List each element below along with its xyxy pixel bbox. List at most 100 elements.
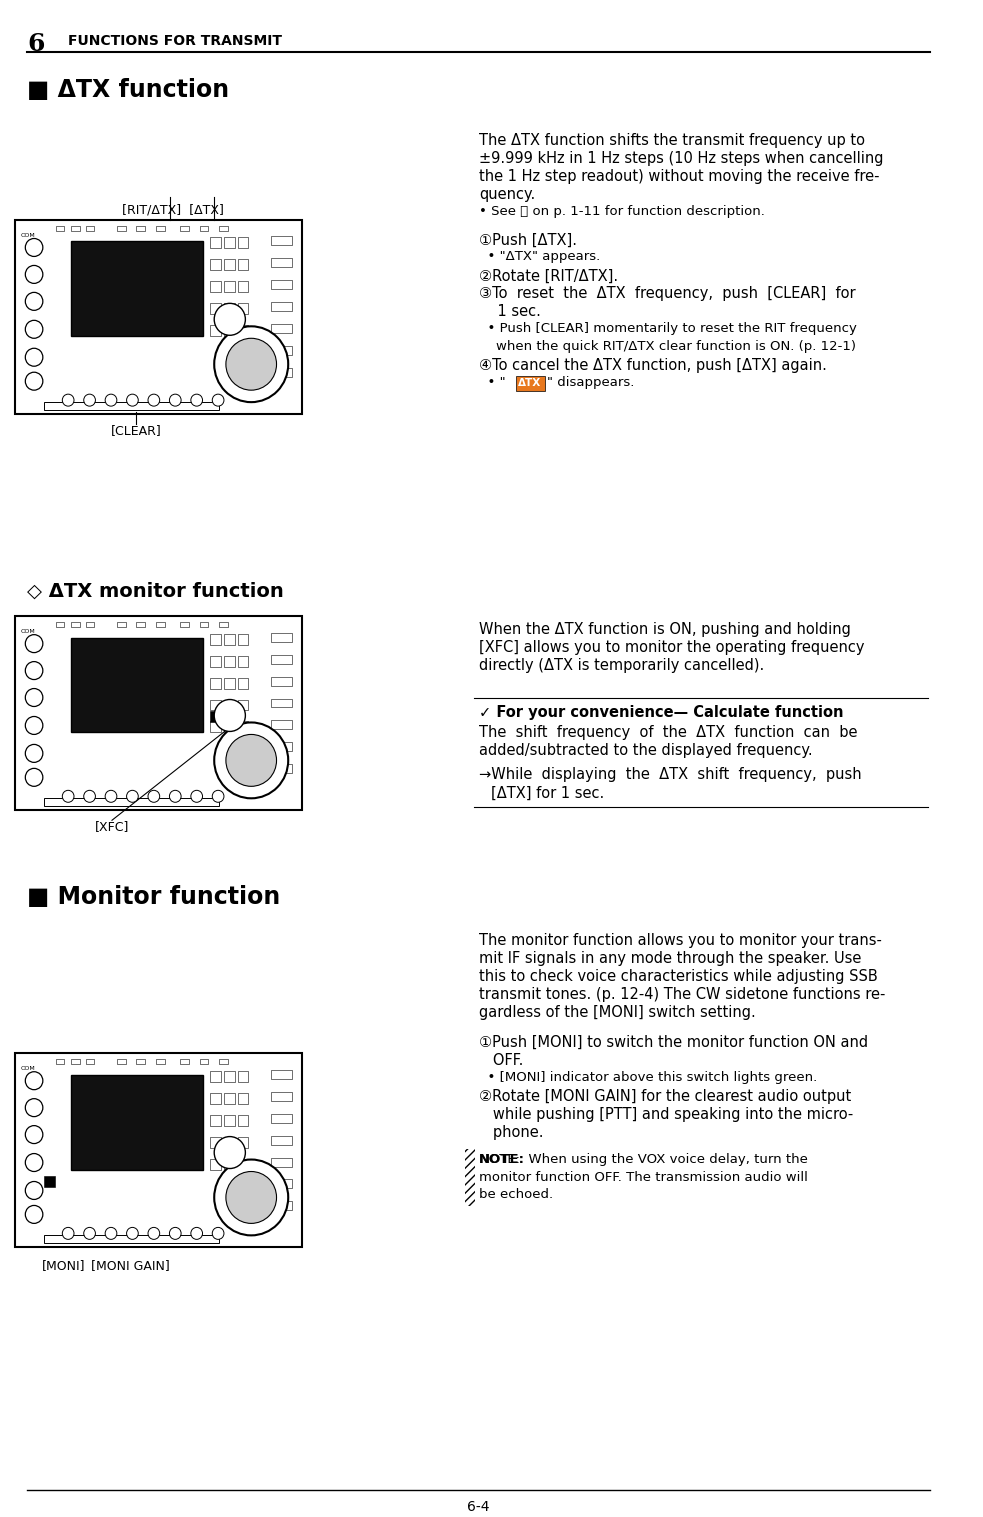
Circle shape [127, 394, 139, 407]
Circle shape [212, 1227, 224, 1239]
Circle shape [62, 1227, 74, 1239]
Circle shape [62, 394, 74, 407]
Circle shape [191, 790, 202, 802]
Circle shape [26, 1071, 43, 1089]
Circle shape [84, 1227, 95, 1239]
Circle shape [212, 790, 224, 802]
Bar [224, 1159, 235, 1170]
Bar [200, 1059, 208, 1063]
Bar [71, 622, 80, 627]
Text: [MONI GAIN]: [MONI GAIN] [90, 1259, 169, 1273]
Bar [44, 798, 219, 806]
Bar [15, 616, 302, 810]
Bar [224, 1092, 235, 1104]
Text: the 1 Hz step readout) without moving the receive fre-: the 1 Hz step readout) without moving th… [479, 168, 880, 184]
Bar [155, 622, 164, 627]
Bar [210, 1136, 221, 1147]
Bar [238, 281, 249, 293]
Circle shape [84, 790, 95, 802]
Bar [238, 722, 249, 733]
Bar [224, 281, 235, 293]
Bar [270, 325, 292, 334]
Bar [86, 622, 94, 627]
Circle shape [26, 1126, 43, 1144]
Bar [224, 634, 235, 645]
Text: directly (ΔTX is temporarily cancelled).: directly (ΔTX is temporarily cancelled). [479, 657, 765, 672]
Text: →While  displaying  the  ΔTX  shift  frequency,  push: →While displaying the ΔTX shift frequenc… [479, 768, 862, 783]
Circle shape [226, 1171, 276, 1223]
Bar [238, 325, 249, 337]
Text: transmit tones. (p. 12-4) The CW sidetone functions re-: transmit tones. (p. 12-4) The CW sideton… [479, 988, 886, 1001]
Circle shape [26, 1153, 43, 1171]
Text: The ΔTX function shifts the transmit frequency up to: The ΔTX function shifts the transmit fre… [479, 132, 865, 147]
Bar [224, 722, 235, 733]
Circle shape [62, 790, 74, 802]
Circle shape [212, 394, 224, 407]
Circle shape [26, 769, 43, 786]
Text: ◇ ΔTX monitor function: ◇ ΔTX monitor function [28, 581, 284, 601]
Circle shape [214, 722, 288, 798]
Bar [224, 259, 235, 270]
Text: COM: COM [21, 1066, 35, 1071]
Bar [210, 722, 221, 733]
Text: [XFC] allows you to monitor the operating frequency: [XFC] allows you to monitor the operatin… [479, 640, 865, 655]
Circle shape [26, 1206, 43, 1223]
Bar [224, 1136, 235, 1147]
Text: gardless of the [MONI] switch setting.: gardless of the [MONI] switch setting. [479, 1004, 756, 1019]
Text: COM: COM [21, 232, 35, 238]
Circle shape [214, 303, 246, 335]
Bar [465, 1148, 475, 1206]
Bar [71, 1059, 80, 1063]
Text: 1 sec.: 1 sec. [479, 305, 541, 320]
Circle shape [26, 1098, 43, 1117]
Text: • ": • " [479, 376, 505, 390]
Bar [238, 678, 249, 689]
Bar [270, 302, 292, 311]
Bar [200, 622, 208, 627]
Circle shape [226, 338, 276, 390]
Circle shape [26, 320, 43, 338]
Bar [270, 281, 292, 290]
Text: 6-4: 6-4 [467, 1500, 490, 1514]
Bar [238, 1115, 249, 1126]
Bar [86, 1059, 94, 1063]
Bar [224, 238, 235, 249]
Text: [ΔTX] for 1 sec.: [ΔTX] for 1 sec. [491, 786, 604, 801]
Text: [RIT/ΔTX]  [ΔTX]: [RIT/ΔTX] [ΔTX] [122, 203, 223, 217]
Bar [55, 1059, 64, 1063]
Circle shape [84, 394, 95, 407]
Text: when the quick RIT/ΔTX clear function is ON. (p. 12-1): when the quick RIT/ΔTX clear function is… [479, 340, 856, 353]
Bar [210, 259, 221, 270]
Circle shape [26, 265, 43, 284]
Circle shape [214, 326, 288, 402]
Circle shape [169, 394, 181, 407]
Text: [CLEAR]: [CLEAR] [111, 425, 161, 437]
Bar [270, 655, 292, 663]
Text: NOTE:  When using the VOX voice delay, turn the: NOTE: When using the VOX voice delay, tu… [479, 1153, 808, 1165]
Circle shape [214, 1159, 288, 1235]
Bar [238, 1136, 249, 1147]
Bar [270, 1113, 292, 1123]
Bar [270, 721, 292, 730]
Bar [137, 622, 145, 627]
Text: When the ΔTX function is ON, pushing and holding: When the ΔTX function is ON, pushing and… [479, 622, 851, 637]
Bar [270, 1136, 292, 1144]
Bar [219, 1059, 228, 1063]
Bar [224, 1115, 235, 1126]
Text: this to check voice characteristics while adjusting SSB: this to check voice characteristics whil… [479, 969, 878, 985]
Bar [210, 678, 221, 689]
Bar [270, 1092, 292, 1101]
Bar [71, 241, 202, 337]
Bar [238, 1092, 249, 1104]
Circle shape [105, 394, 117, 407]
Bar [270, 1201, 292, 1211]
Bar [137, 226, 145, 231]
Bar [270, 698, 292, 707]
Bar [238, 634, 249, 645]
Bar [210, 1159, 221, 1170]
Bar [270, 346, 292, 355]
Circle shape [26, 716, 43, 734]
Text: monitor function OFF. The transmission audio will: monitor function OFF. The transmission a… [479, 1171, 808, 1183]
Text: • [MONI] indicator above this switch lights green.: • [MONI] indicator above this switch lig… [479, 1071, 817, 1083]
Bar [210, 634, 221, 645]
